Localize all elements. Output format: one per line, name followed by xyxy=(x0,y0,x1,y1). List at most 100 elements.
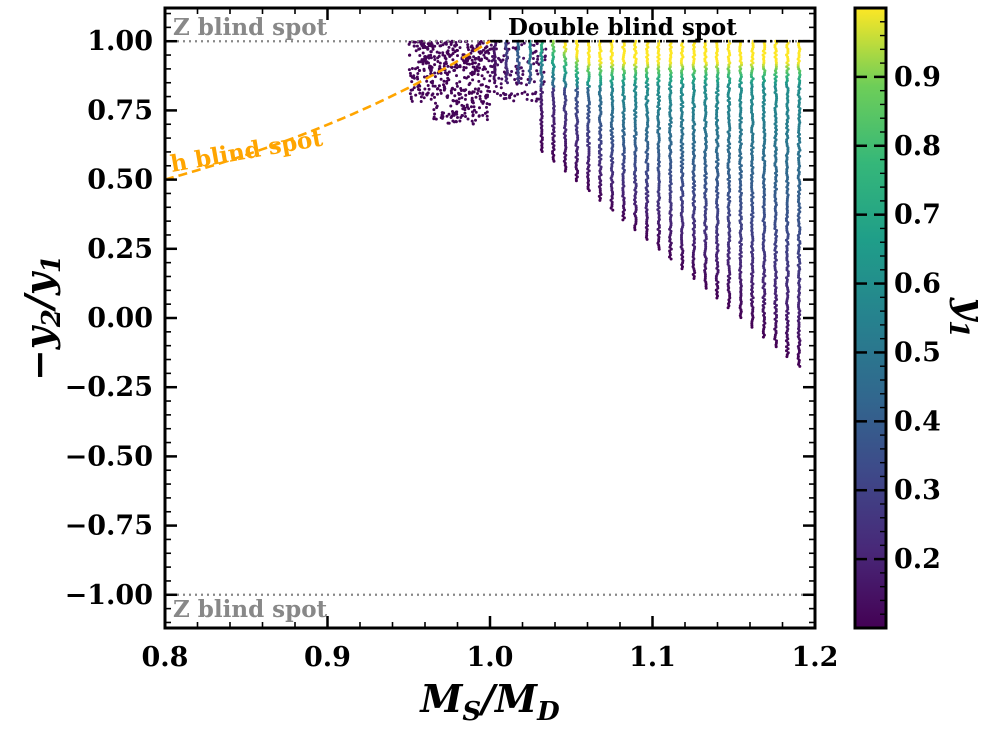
scatter-point-159 xyxy=(447,78,451,82)
y-tick-label-4: 0.00 xyxy=(87,303,153,334)
z-blind-spot-top-label: Z blind spot xyxy=(173,14,328,41)
scatter-point-332 xyxy=(483,56,487,60)
scatter-point-33 xyxy=(427,61,430,65)
scatter-point-911 xyxy=(574,88,578,92)
scatter-point-37 xyxy=(471,122,475,126)
scatter-point-586 xyxy=(535,69,539,73)
scatter-point-1749 xyxy=(679,144,683,148)
scatter-point-73 xyxy=(466,117,470,121)
scatter-point-1981 xyxy=(703,174,707,178)
scatter-point-936 xyxy=(575,39,579,43)
scatter-point-445 xyxy=(435,104,439,108)
scatter-point-310 xyxy=(471,78,475,82)
scatter-point-2514 xyxy=(751,215,755,219)
scatter-point-370 xyxy=(460,103,464,107)
scatter-point-462 xyxy=(458,64,462,68)
scatter-point-9 xyxy=(478,66,481,70)
x-axis-ticks: 0.8 0.9 1.0 1.1 1.2 xyxy=(142,8,839,673)
scatter-point-378 xyxy=(469,105,473,109)
scatter-point-1980 xyxy=(704,176,708,180)
scatter-point-504 xyxy=(522,41,526,45)
scatter-point-383 xyxy=(480,100,484,103)
scatter-point-238 xyxy=(453,94,457,98)
scatter-point-2584 xyxy=(751,77,755,81)
scatter-point-561 xyxy=(522,56,526,60)
scatter-point-71 xyxy=(414,93,418,97)
scatter-point-580 xyxy=(511,46,515,50)
scatter-point-1026 xyxy=(597,175,601,179)
scatter-point-555 xyxy=(489,64,493,68)
scatter-point-556 xyxy=(512,99,516,103)
scatter-point-182 xyxy=(485,114,489,118)
scatter-point-455 xyxy=(463,59,467,63)
scatter-point-2591 xyxy=(749,63,753,67)
scatter-point-361 xyxy=(447,70,451,74)
scatter-point-336 xyxy=(470,62,474,66)
scatter-point-585 xyxy=(543,54,547,58)
scatter-point-347 xyxy=(430,93,434,97)
scatter-point-2758 xyxy=(775,339,778,343)
scatter-point-374 xyxy=(424,61,428,65)
scatter-point-229 xyxy=(453,44,457,48)
scatter-point-2472 xyxy=(749,298,753,302)
scatter-point-283 xyxy=(483,46,487,50)
scatter-point-590 xyxy=(501,58,505,62)
scatter-point-143 xyxy=(433,95,436,99)
scatter-point-307 xyxy=(444,42,448,46)
scatter-point-394 xyxy=(411,88,415,92)
scatter-point-416 xyxy=(440,111,444,115)
scatter-point-2623 xyxy=(763,298,767,302)
scatter-point-43 xyxy=(462,68,466,72)
y-tick-label-3: −0.25 xyxy=(65,372,153,403)
x-tick-label-4: 1.2 xyxy=(792,642,839,673)
scatter-point-314 xyxy=(430,43,434,47)
scatter-point-440 xyxy=(443,54,447,58)
scatter-point-129 xyxy=(451,58,455,62)
y-axis-label: −y2/y1 xyxy=(16,255,67,381)
scatter-point-11 xyxy=(433,63,437,67)
colorbar-tick-label-1: 0.3 xyxy=(894,475,941,506)
scatter-point-645 xyxy=(517,61,521,65)
scatter-point-2058 xyxy=(716,280,720,284)
scatter-point-2951 xyxy=(785,276,788,280)
scatter-point-473 xyxy=(513,78,517,81)
scatter-point-49 xyxy=(418,91,422,95)
scatter-point-17 xyxy=(439,91,443,95)
scatter-point-254 xyxy=(452,120,456,124)
scatter-point-240 xyxy=(449,40,453,44)
scatter-point-2394 xyxy=(739,164,743,168)
scatter-point-524 xyxy=(520,43,524,47)
scatter-point-488 xyxy=(543,58,547,62)
scatter-point-328 xyxy=(414,67,417,71)
scatter-point-754 xyxy=(551,124,554,128)
scatter-point-1407 xyxy=(646,162,650,166)
scatter-point-469 xyxy=(477,50,481,54)
scatter-point-296 xyxy=(446,94,450,98)
scatter-point-444 xyxy=(412,76,416,80)
scatter-point-275 xyxy=(429,65,433,69)
scatter-point-542 xyxy=(494,85,498,88)
scatter-point-395 xyxy=(474,56,478,60)
scatter-point-90 xyxy=(482,65,486,69)
scatter-point-464 xyxy=(429,68,433,72)
scatter-point-225 xyxy=(455,82,459,85)
scatter-point-478 xyxy=(510,92,513,96)
scatter-point-2803 xyxy=(775,250,778,254)
scatter-point-415 xyxy=(422,96,426,100)
scatter-point-528 xyxy=(510,70,514,73)
scatter-point-452 xyxy=(471,101,475,105)
scatter-point-127 xyxy=(478,97,482,101)
scatter-point-1446 xyxy=(644,85,648,89)
scatter-point-439 xyxy=(469,71,473,75)
scatter-point-430 xyxy=(444,60,448,64)
scatter-point-506 xyxy=(504,96,508,100)
scatter-point-2549 xyxy=(751,146,755,150)
scatter-point-289 xyxy=(485,118,489,122)
y-tick-label-5: 0.25 xyxy=(87,234,153,265)
scatter-point-399 xyxy=(419,95,423,99)
scatter-point-60 xyxy=(458,80,462,84)
scatter-point-521 xyxy=(497,76,501,80)
scatter-point-393 xyxy=(458,46,462,50)
scatter-point-1644 xyxy=(668,122,671,126)
scatter-point-313 xyxy=(455,99,459,103)
